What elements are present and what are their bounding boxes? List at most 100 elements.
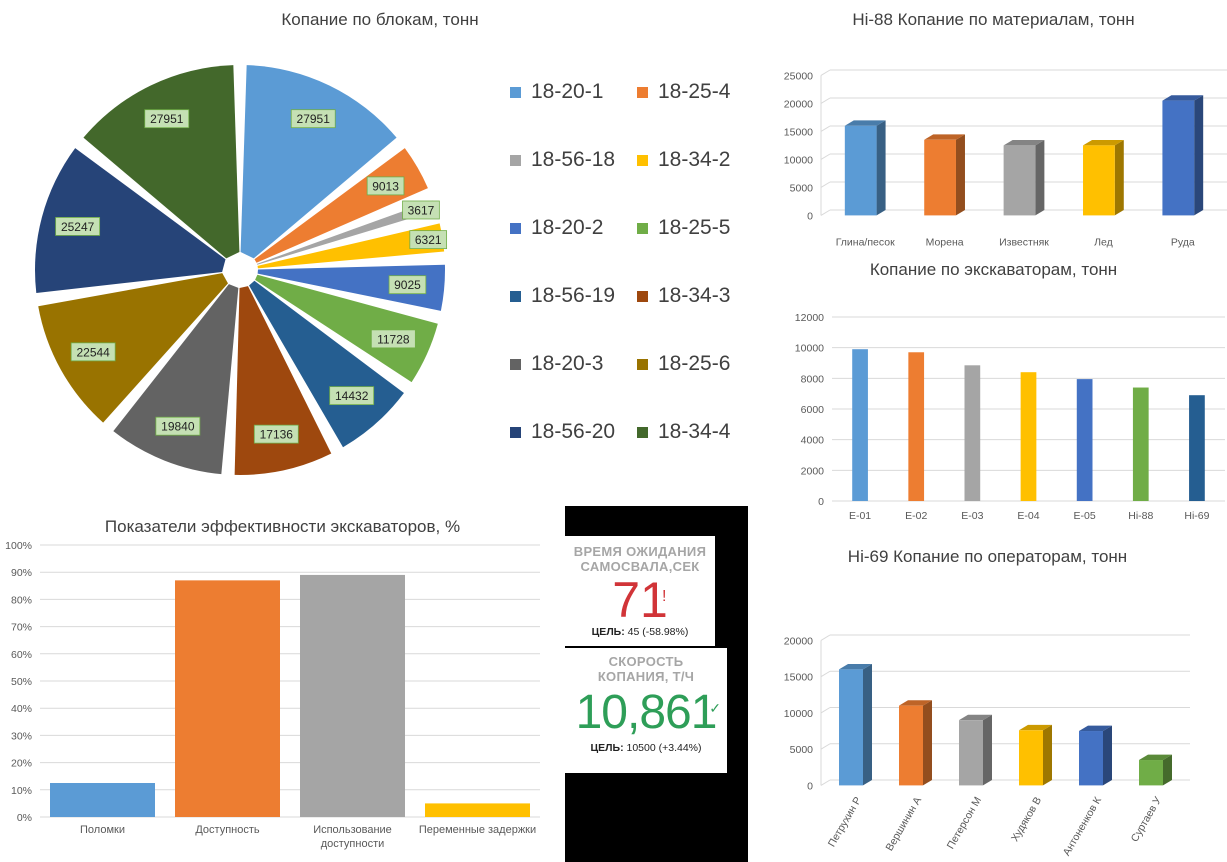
pie-data-label: 6321 xyxy=(415,233,442,247)
bar xyxy=(1076,379,1093,501)
x-tick-label: E-05 xyxy=(1074,510,1096,522)
kpi-speed-card: СКОРОСТЬ КОПАНИЯ, Т/Ч 10,861 ✓ ЦЕЛЬ: 105… xyxy=(565,648,727,773)
bar xyxy=(300,574,405,817)
bar-top xyxy=(1139,754,1172,761)
pie-legend-swatch xyxy=(637,86,648,98)
pie-legend-swatch xyxy=(637,154,648,166)
operators-chart: 0 5000 10000 15000 20000 Петрухин Р Вершинин А… xyxy=(784,634,1190,858)
bar xyxy=(964,365,981,501)
x-tick-label: Глина/песок xyxy=(836,236,895,248)
x-tick-label: Руда xyxy=(1171,236,1195,248)
pie-legend-swatch xyxy=(637,358,648,370)
pie-chart-title: Копание по блокам, тонн xyxy=(281,10,479,29)
excavators-chart-title: Копание по экскаваторам, тонн xyxy=(869,260,1118,279)
bar xyxy=(899,705,923,786)
pie-legend-swatch xyxy=(637,290,648,302)
pie-data-label: 27951 xyxy=(150,112,184,126)
pie-data-label: 25247 xyxy=(61,220,95,234)
y-tick-label: 20000 xyxy=(784,635,813,647)
kpi-speed-goal: ЦЕЛЬ: 10500 (+3.44%) xyxy=(565,742,727,754)
y-tick-label: 90% xyxy=(11,567,32,579)
efficiency-chart-title: Показатели эффективности экскаваторов, % xyxy=(104,517,461,536)
kpi-speed-label-2: КОПАНИЯ, Т/Ч xyxy=(597,669,695,684)
bar xyxy=(1019,730,1043,786)
pie-data-label: 19840 xyxy=(161,420,195,434)
y-tick-label: 30% xyxy=(11,730,32,742)
x-tick-label: Лед xyxy=(1094,236,1113,248)
gridline xyxy=(820,69,831,76)
pie-data-label: 9025 xyxy=(394,278,421,292)
pie-legend-label: 18-20-3 xyxy=(531,352,604,375)
materials-chart: 0 5000 10000 15000 20000 25000 Глина/песок Море… xyxy=(784,69,1227,248)
y-tick-label: 10000 xyxy=(784,154,813,166)
kpi-speed-label-1: СКОРОСТЬ xyxy=(608,654,684,669)
x-tick-label: Антоненков К xyxy=(1061,794,1105,858)
pie-data-label-box xyxy=(144,109,190,129)
bar-top xyxy=(1019,724,1052,731)
pie-legend-label: 18-25-6 xyxy=(658,352,731,375)
kpi-speed-check-icon: ✓ xyxy=(709,700,721,716)
bar xyxy=(1083,145,1115,216)
materials-chart-title: Hi-88 Копание по материалам, тонн xyxy=(852,10,1135,29)
x-tick-label: E-04 xyxy=(1017,510,1039,522)
pie-data-label: 3617 xyxy=(408,203,435,217)
pie-data-label-box xyxy=(155,416,201,436)
y-tick-label: 10000 xyxy=(784,708,813,720)
pie-legend-item: 18-56-18 xyxy=(510,148,615,172)
pie-legend-item: 18-20-2 xyxy=(510,216,603,240)
kpi-wait-goal-label: ЦЕЛЬ: xyxy=(591,626,625,638)
pie-data-label: 11728 xyxy=(377,332,410,346)
x-tick-label: Морена xyxy=(926,236,964,248)
gridline xyxy=(820,125,831,132)
bar xyxy=(959,720,983,786)
pie-slice xyxy=(257,223,445,269)
y-tick-label: 0 xyxy=(807,210,813,222)
bar-top xyxy=(1083,140,1124,146)
x-tick-label: Использование xyxy=(313,824,392,836)
kpi-speed-goal-label: ЦЕЛЬ: xyxy=(590,742,624,754)
x-tick-label: Петерсон М xyxy=(945,795,984,851)
kpi-wait-goal-text: 45 (-58.98%) xyxy=(627,626,689,638)
efficiency-panel: Показатели эффективности экскаваторов, %… xyxy=(0,505,565,862)
pie-slice xyxy=(255,274,438,383)
pie-data-label-box xyxy=(290,109,336,129)
x-tick-label: Поломки xyxy=(80,824,125,836)
pie-slice xyxy=(256,200,437,265)
y-tick-label: 15000 xyxy=(784,672,813,684)
bar-top xyxy=(844,120,886,126)
pie-legend-label: 18-56-18 xyxy=(531,148,616,171)
x-tick-label: Hi-69 xyxy=(1184,510,1209,522)
pie-legend-item: 18-56-20 xyxy=(510,420,615,444)
kpi-wait-goal: ЦЕЛЬ: 45 (-58.98%) xyxy=(565,626,715,638)
pie-data-label: 27951 xyxy=(297,112,331,126)
efficiency-chart: 0% 10% 20% 30% 40% 50% 60% 70% 80% 90% 100% Поломки… xyxy=(5,540,540,850)
bar xyxy=(1079,731,1103,786)
pie-data-label: 22544 xyxy=(76,345,110,359)
pie-legend-item: 18-25-5 xyxy=(637,216,730,240)
kpi-speed-value: 10,861 xyxy=(575,686,718,739)
pie-legend-swatch xyxy=(637,426,648,438)
x-tick-label: Переменные задержки xyxy=(419,824,536,836)
pie-legend-item: 18-34-3 xyxy=(637,284,730,308)
bar xyxy=(1162,100,1195,216)
pie-data-label-box xyxy=(55,217,101,236)
x-tick-label: Hi-88 xyxy=(1128,510,1153,522)
pie-legend-label: 18-34-2 xyxy=(658,148,731,171)
pie-data-label-box xyxy=(70,342,116,362)
bar-top xyxy=(1003,140,1045,146)
pie-legend-swatch xyxy=(510,290,521,302)
kpi-speed-goal-text: 10500 (+3.44%) xyxy=(626,742,702,754)
x-tick-label: Суртаев У xyxy=(1129,795,1164,844)
pie-legend-item: 18-25-4 xyxy=(637,80,730,104)
bar-top xyxy=(959,714,992,721)
y-tick-label: 5000 xyxy=(790,744,814,756)
bar xyxy=(839,669,863,786)
bar xyxy=(1020,372,1037,501)
pie-data-label-box xyxy=(329,386,375,406)
pie-slice xyxy=(35,148,226,294)
x-tick-label: Известняк xyxy=(999,236,1049,248)
y-tick-label: 6000 xyxy=(801,404,825,416)
y-tick-label: 40% xyxy=(11,703,32,715)
pie-legend-item: 18-56-19 xyxy=(510,284,615,308)
y-tick-label: 25000 xyxy=(784,70,813,82)
